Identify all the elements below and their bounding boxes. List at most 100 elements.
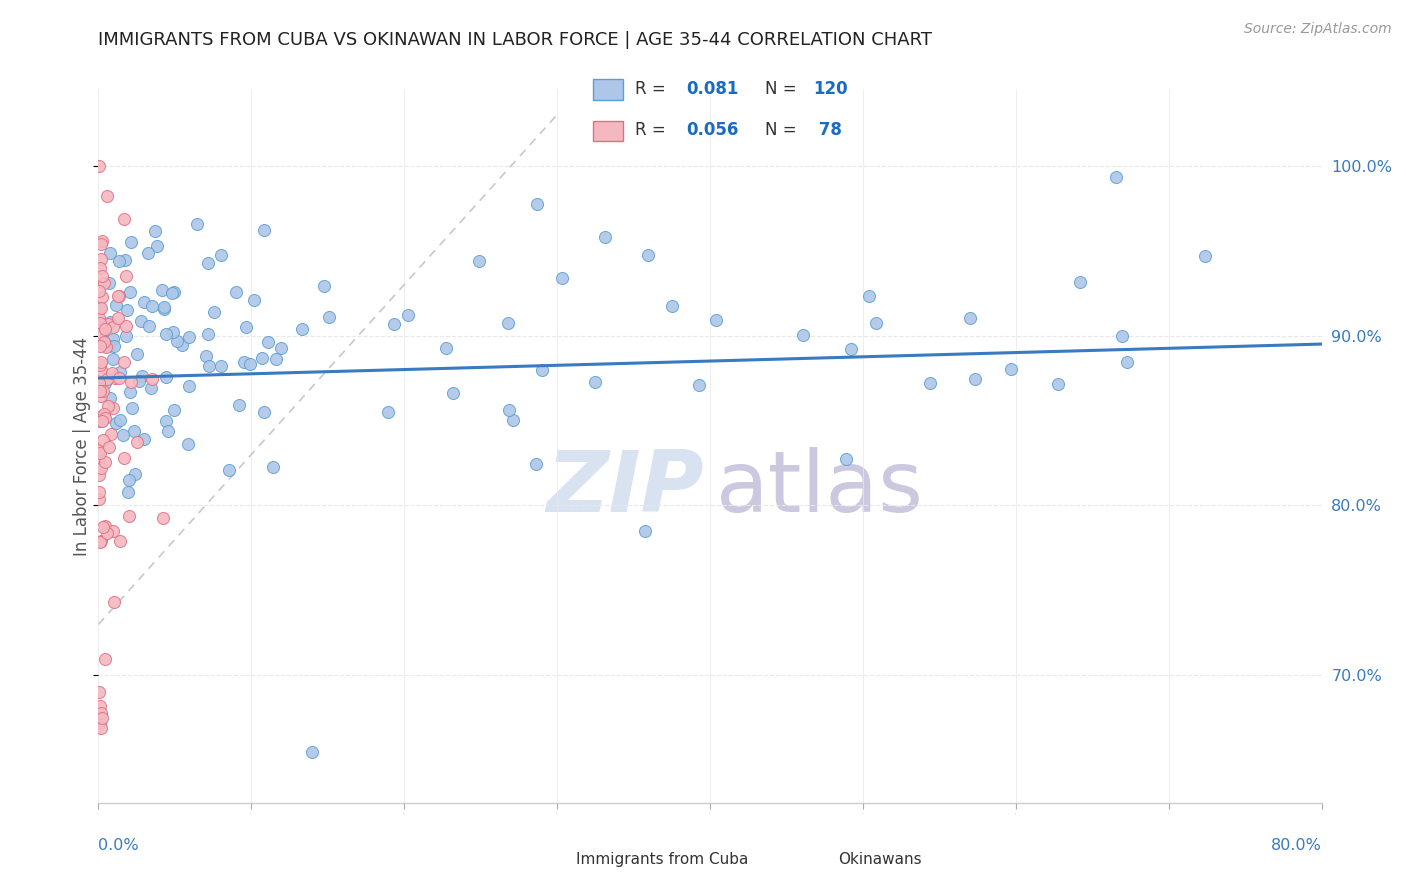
Point <box>127 347 149 361</box>
Point <box>93 384 115 398</box>
Point <box>197 255 219 269</box>
Point <box>90 533 112 548</box>
Point <box>90 235 112 249</box>
Point <box>89 159 111 173</box>
Point <box>704 313 727 327</box>
Point <box>112 354 135 368</box>
Point <box>100 427 122 442</box>
Point <box>98 315 121 329</box>
Point <box>112 211 135 226</box>
Bar <box>592 120 623 141</box>
Point <box>104 371 127 385</box>
Point <box>89 260 111 275</box>
Point <box>101 401 124 416</box>
Point <box>93 276 115 290</box>
Point <box>104 298 127 312</box>
Point <box>1111 328 1133 343</box>
Point <box>87 285 110 299</box>
Point <box>637 248 659 262</box>
Point <box>89 698 111 713</box>
Text: 78: 78 <box>813 121 842 139</box>
Point <box>90 334 112 348</box>
Point <box>103 320 125 334</box>
Point <box>312 279 335 293</box>
Point <box>94 321 117 335</box>
Point <box>90 301 112 315</box>
Point <box>209 248 232 262</box>
Point <box>103 339 125 353</box>
Point <box>87 326 110 341</box>
Point <box>959 311 981 326</box>
Point <box>98 246 121 260</box>
Point <box>97 400 120 414</box>
Text: R =: R = <box>636 121 671 139</box>
Point <box>132 294 155 309</box>
Point <box>94 519 117 533</box>
Point <box>1105 169 1128 184</box>
Point <box>441 385 464 400</box>
Y-axis label: In Labor Force | Age 35-44: In Labor Force | Age 35-44 <box>73 336 91 556</box>
Point <box>90 706 112 720</box>
Point <box>91 409 114 423</box>
Point <box>97 339 120 353</box>
Point <box>124 467 146 482</box>
Point <box>87 492 110 507</box>
Point <box>87 467 110 482</box>
Point <box>103 524 125 539</box>
Point <box>382 317 405 331</box>
Point <box>97 440 120 454</box>
Point <box>89 330 111 344</box>
Point <box>115 329 138 343</box>
Text: Immigrants from Cuba: Immigrants from Cuba <box>576 853 749 867</box>
Point <box>90 461 112 475</box>
Point <box>152 301 174 316</box>
Point <box>100 366 122 380</box>
Point <box>218 463 240 477</box>
Point <box>96 372 118 386</box>
Point <box>291 322 314 336</box>
Point <box>195 349 218 363</box>
Point <box>150 283 173 297</box>
Point <box>114 252 136 267</box>
Point <box>129 313 152 327</box>
Text: ZIP: ZIP <box>547 447 704 531</box>
Point <box>918 376 941 390</box>
Text: 80.0%: 80.0% <box>1271 838 1322 854</box>
Point <box>87 685 110 699</box>
Point <box>155 326 177 341</box>
Point <box>197 326 219 341</box>
Point <box>155 414 177 428</box>
Point <box>87 484 110 499</box>
Text: N =: N = <box>765 80 801 98</box>
Point <box>257 334 280 349</box>
Point <box>551 270 574 285</box>
Point <box>107 311 129 326</box>
Text: 0.0%: 0.0% <box>98 838 139 854</box>
Point <box>107 289 129 303</box>
Point <box>197 359 219 374</box>
Point <box>114 269 136 284</box>
Point <box>243 293 266 307</box>
Point <box>94 376 117 391</box>
Point <box>104 416 127 430</box>
Point <box>89 359 111 373</box>
Point <box>593 230 616 244</box>
Point <box>318 310 340 324</box>
Point <box>661 299 683 313</box>
Point <box>146 239 169 253</box>
Point <box>141 372 163 386</box>
Point <box>98 277 121 291</box>
Point <box>264 352 287 367</box>
Point <box>153 301 176 315</box>
Point <box>94 340 117 354</box>
Point <box>89 301 111 315</box>
Point <box>90 290 112 304</box>
Point <box>235 319 257 334</box>
Point <box>93 407 115 421</box>
Point <box>583 375 606 389</box>
Point <box>141 299 163 313</box>
Point <box>1000 362 1022 376</box>
Point <box>1116 355 1139 369</box>
Point <box>163 402 186 417</box>
Point <box>1047 376 1070 391</box>
